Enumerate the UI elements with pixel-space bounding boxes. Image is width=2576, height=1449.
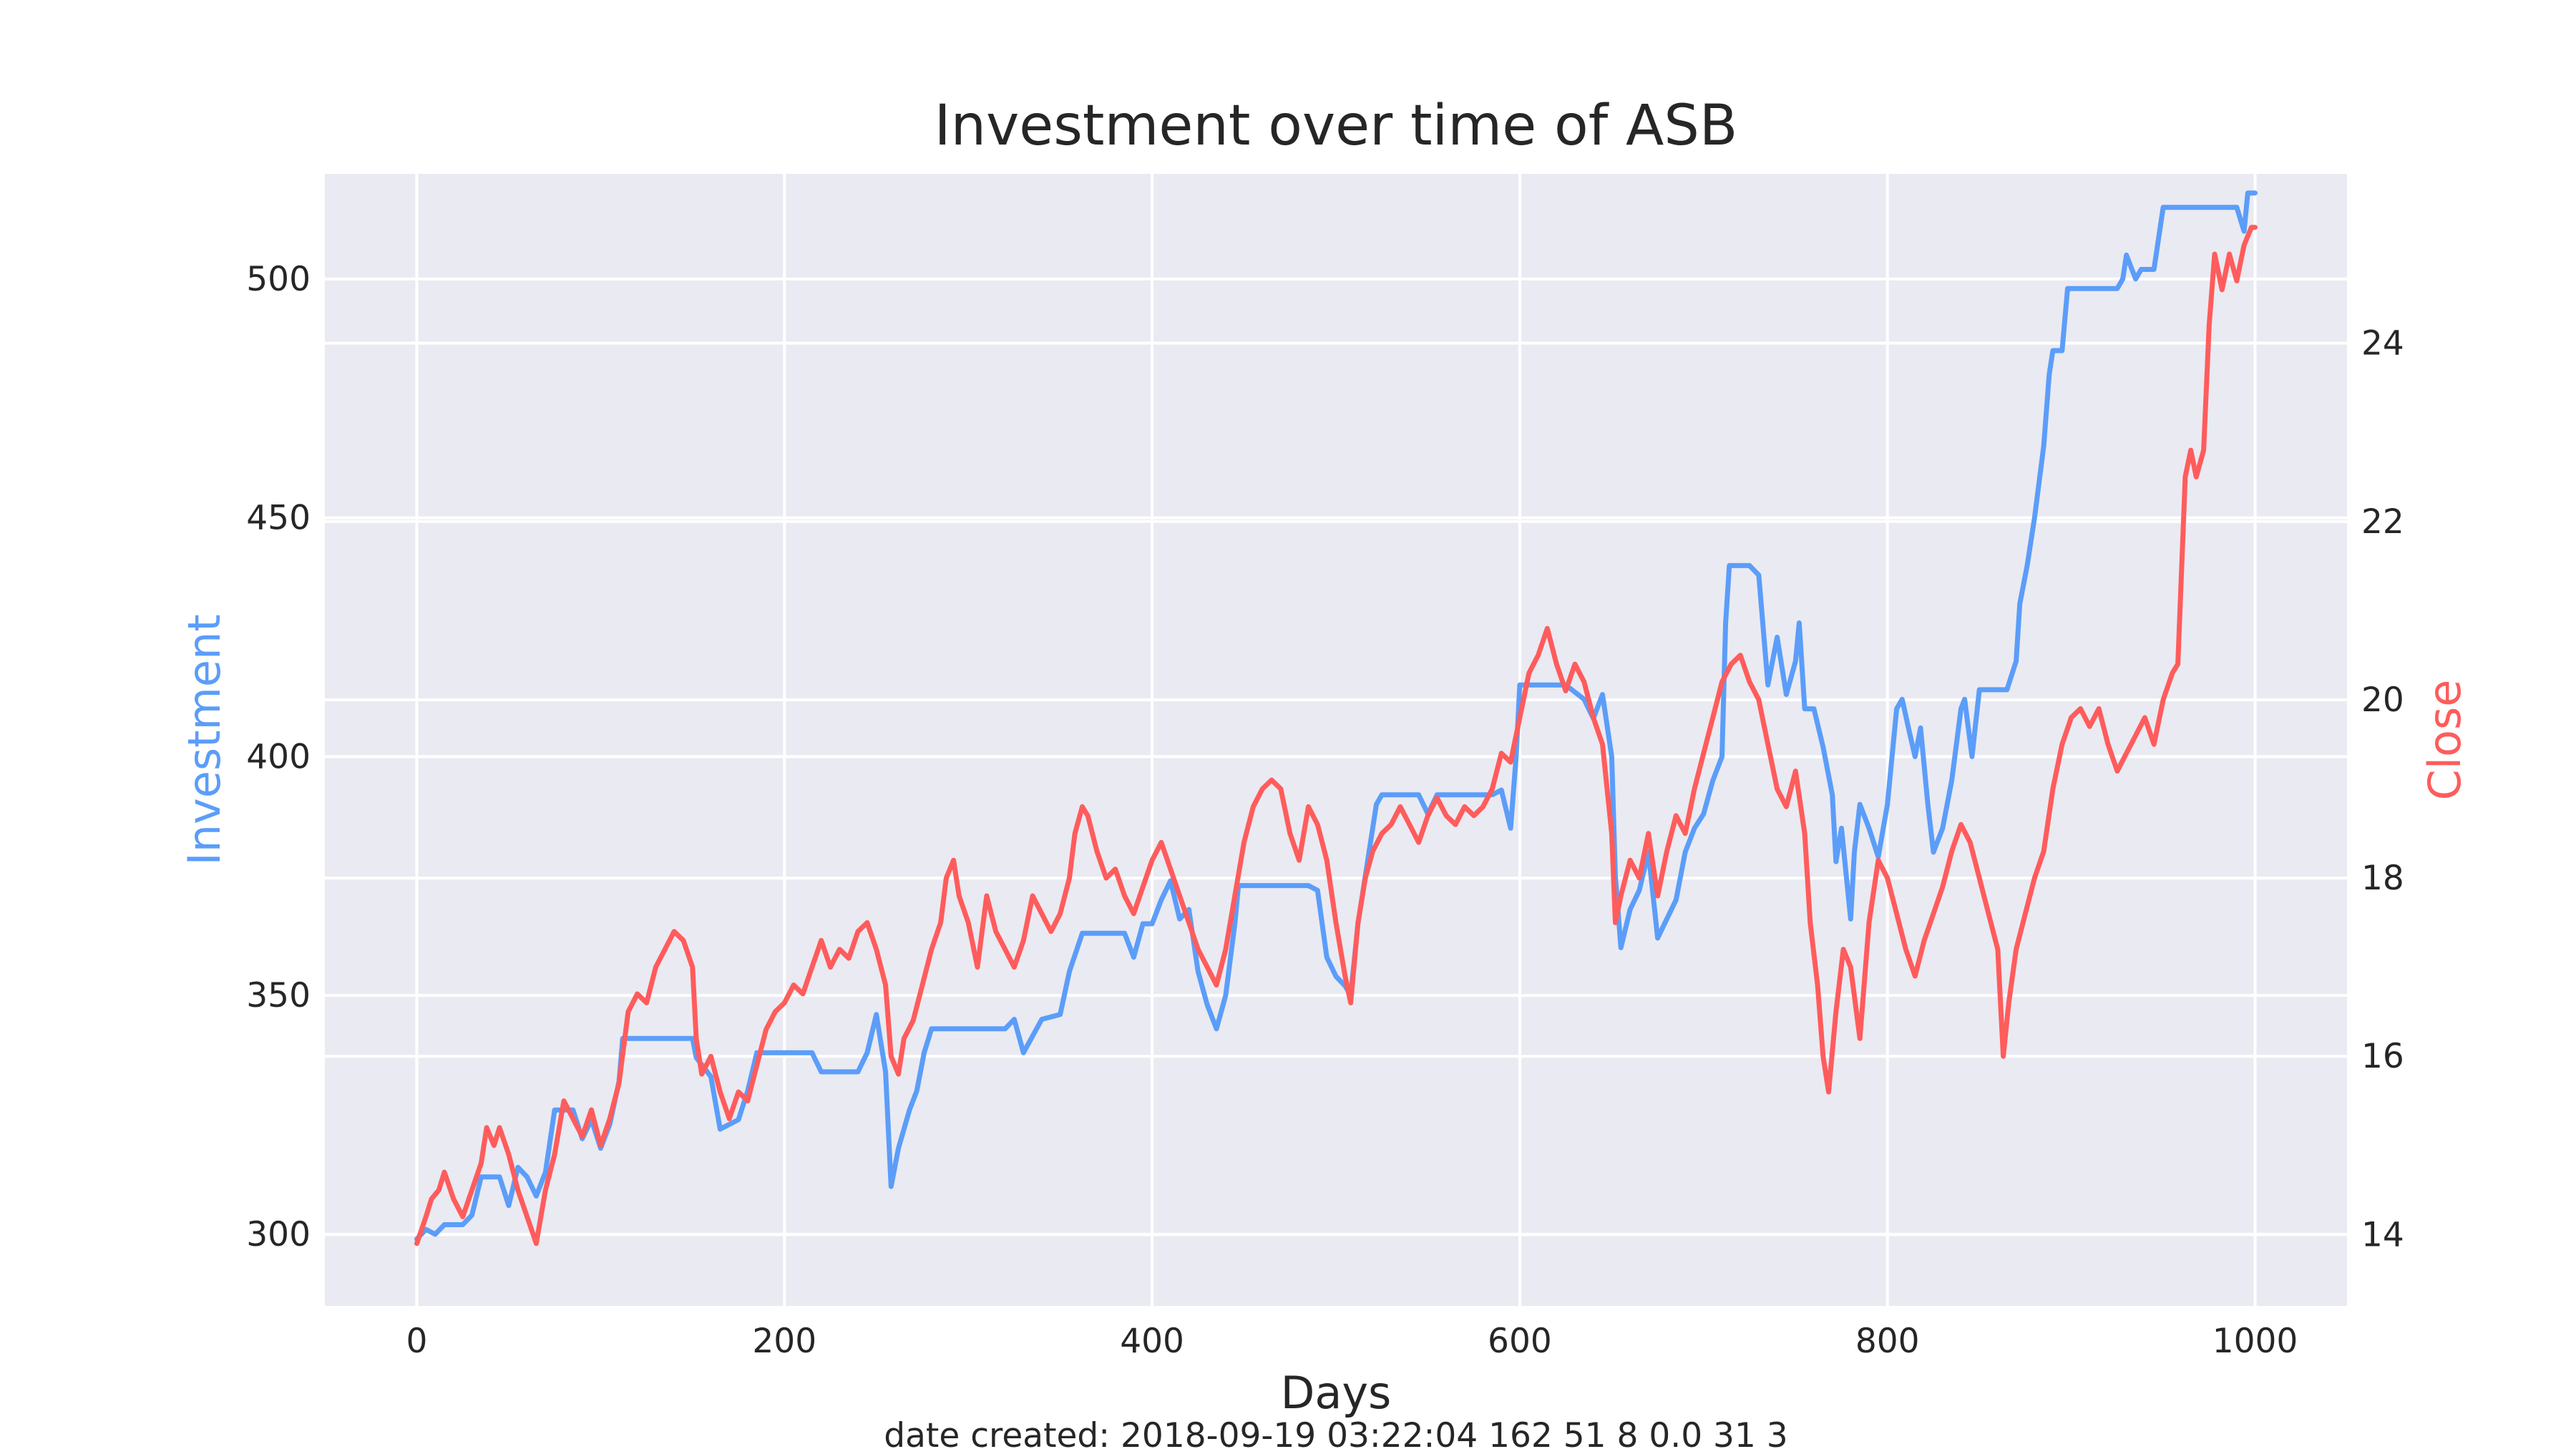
right-y-tick-label: 18 [2361, 859, 2404, 898]
right-y-axis-label: Close [2419, 680, 2471, 801]
right-y-tick-labels: 14 16 18 20 22 24 [2361, 324, 2404, 1255]
x-gridlines [415, 174, 2257, 1306]
series-layer [414, 190, 2258, 1246]
right-y-tick-label: 14 [2361, 1215, 2404, 1254]
left-y-axis-label: Investment [178, 614, 230, 865]
x-tick-label: 200 [752, 1322, 816, 1361]
right-y-tick-label: 22 [2361, 502, 2404, 542]
left-y-tick-label: 300 [246, 1215, 311, 1254]
right-y-tick-label: 20 [2361, 680, 2404, 720]
right-y-tick-label: 24 [2361, 324, 2404, 364]
plot-background [325, 174, 2347, 1306]
left-y-tick-label: 500 [246, 260, 311, 299]
left-y-tick-label: 350 [246, 976, 311, 1015]
date-created-footer: date created: 2018-09-19 03:22:04 162 51… [884, 1416, 1787, 1449]
x-tick-label: 800 [1855, 1322, 1920, 1361]
close-series-line [414, 225, 2258, 1246]
chart-title: Investment over time of ASB [935, 94, 1738, 158]
x-tick-label: 0 [406, 1322, 428, 1361]
x-tick-label: 1000 [2212, 1322, 2298, 1361]
right-y-gridlines [325, 341, 2347, 1236]
right-y-tick-label: 16 [2361, 1037, 2404, 1076]
left-y-tick-label: 450 [246, 499, 311, 538]
x-tick-labels: 0 200 400 600 800 1000 [406, 1322, 2298, 1361]
left-y-tick-label: 400 [246, 737, 311, 776]
left-y-tick-labels: 300 350 400 450 500 [246, 260, 311, 1254]
x-tick-label: 400 [1120, 1322, 1184, 1361]
x-axis-label: Days [1281, 1367, 1392, 1419]
x-tick-label: 600 [1488, 1322, 1552, 1361]
